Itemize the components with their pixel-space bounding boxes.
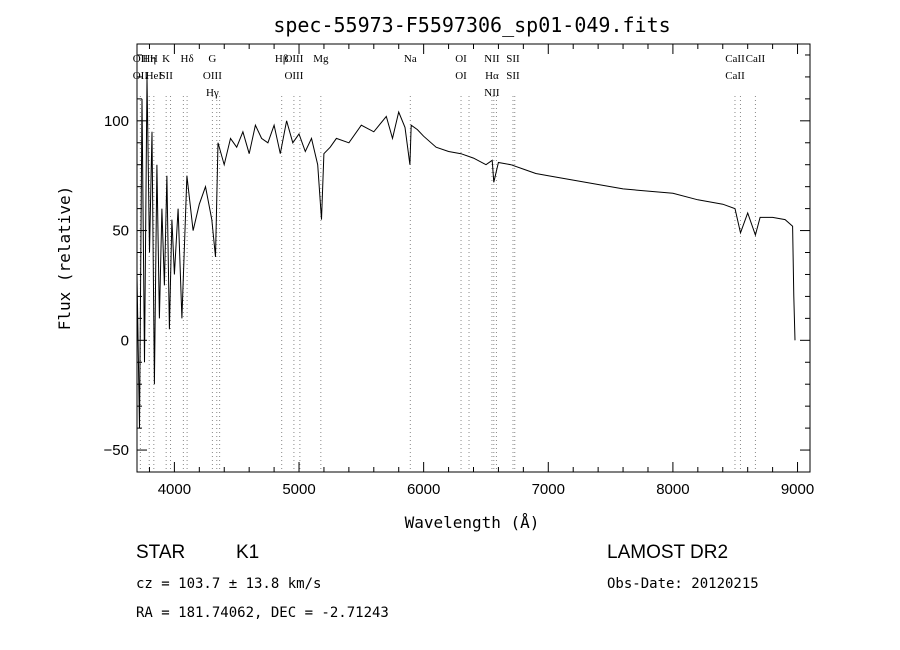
line-marker-label: OIII	[203, 70, 222, 82]
line-marker-label: SII	[159, 70, 173, 82]
object-subclass: K1	[236, 542, 260, 563]
line-marker-label: SII	[506, 70, 520, 82]
line-marker-label: CaII	[746, 53, 766, 65]
axis-ticks: 4000 5000 6000 7000 8000 9000 −50 0 50 100	[104, 44, 814, 498]
y-tick-label: 100	[104, 113, 129, 130]
line-marker-label: H	[150, 53, 158, 65]
line-marker-label: Mg	[313, 53, 329, 65]
line-marker-label: Hβ	[275, 53, 289, 65]
plot-frame	[136, 43, 811, 473]
obs-date: Obs-Date: 20120215	[607, 576, 759, 592]
redshift-text: cz = 103.7 ± 13.8 km/s	[136, 576, 322, 592]
x-axis-label: Wavelength (Å)	[405, 513, 540, 532]
line-marker-label: Hδ	[181, 53, 194, 65]
y-tick-label: −50	[104, 442, 129, 459]
line-marker-label: HeI	[146, 70, 163, 82]
x-tick-label: 9000	[781, 481, 814, 498]
object-class: STAR	[136, 542, 186, 563]
line-marker-label: Na	[404, 53, 417, 65]
y-tick-label: 50	[112, 223, 129, 240]
line-marker-label: G	[208, 53, 216, 65]
x-tick-label: 8000	[656, 481, 689, 498]
chart-title: spec-55973-F5597306_sp01-049.fits	[273, 13, 670, 37]
line-marker-label: SII	[506, 53, 520, 65]
line-marker-label: Hγ	[206, 87, 219, 99]
line-markers	[139, 96, 756, 472]
spectrum-series-line	[136, 76, 796, 429]
x-tick-label: 7000	[532, 481, 565, 498]
line-marker-label: NII	[484, 53, 500, 65]
line-marker-label: Hη	[142, 53, 156, 65]
line-marker-label: NII	[484, 87, 500, 99]
x-tick-label: 6000	[407, 481, 440, 498]
line-marker-label: CaII	[725, 53, 745, 65]
line-marker-label: OIII	[284, 53, 303, 65]
survey-name: LAMOST DR2	[607, 542, 729, 563]
y-tick-label: 0	[121, 332, 129, 349]
x-tick-label: 4000	[158, 481, 191, 498]
y-axis-label: Flux (relative)	[55, 186, 74, 331]
coordinates-text: RA = 181.74062, DEC = -2.71243	[136, 605, 389, 621]
line-marker-label: OI	[455, 70, 467, 82]
line-marker-label: OIII	[284, 70, 303, 82]
line-marker-label: OI	[455, 53, 467, 65]
x-tick-label: 5000	[282, 481, 315, 498]
line-marker-label: K	[162, 53, 170, 65]
line-marker-label: CaII	[725, 70, 745, 82]
line-marker-label: Hα	[485, 70, 499, 82]
